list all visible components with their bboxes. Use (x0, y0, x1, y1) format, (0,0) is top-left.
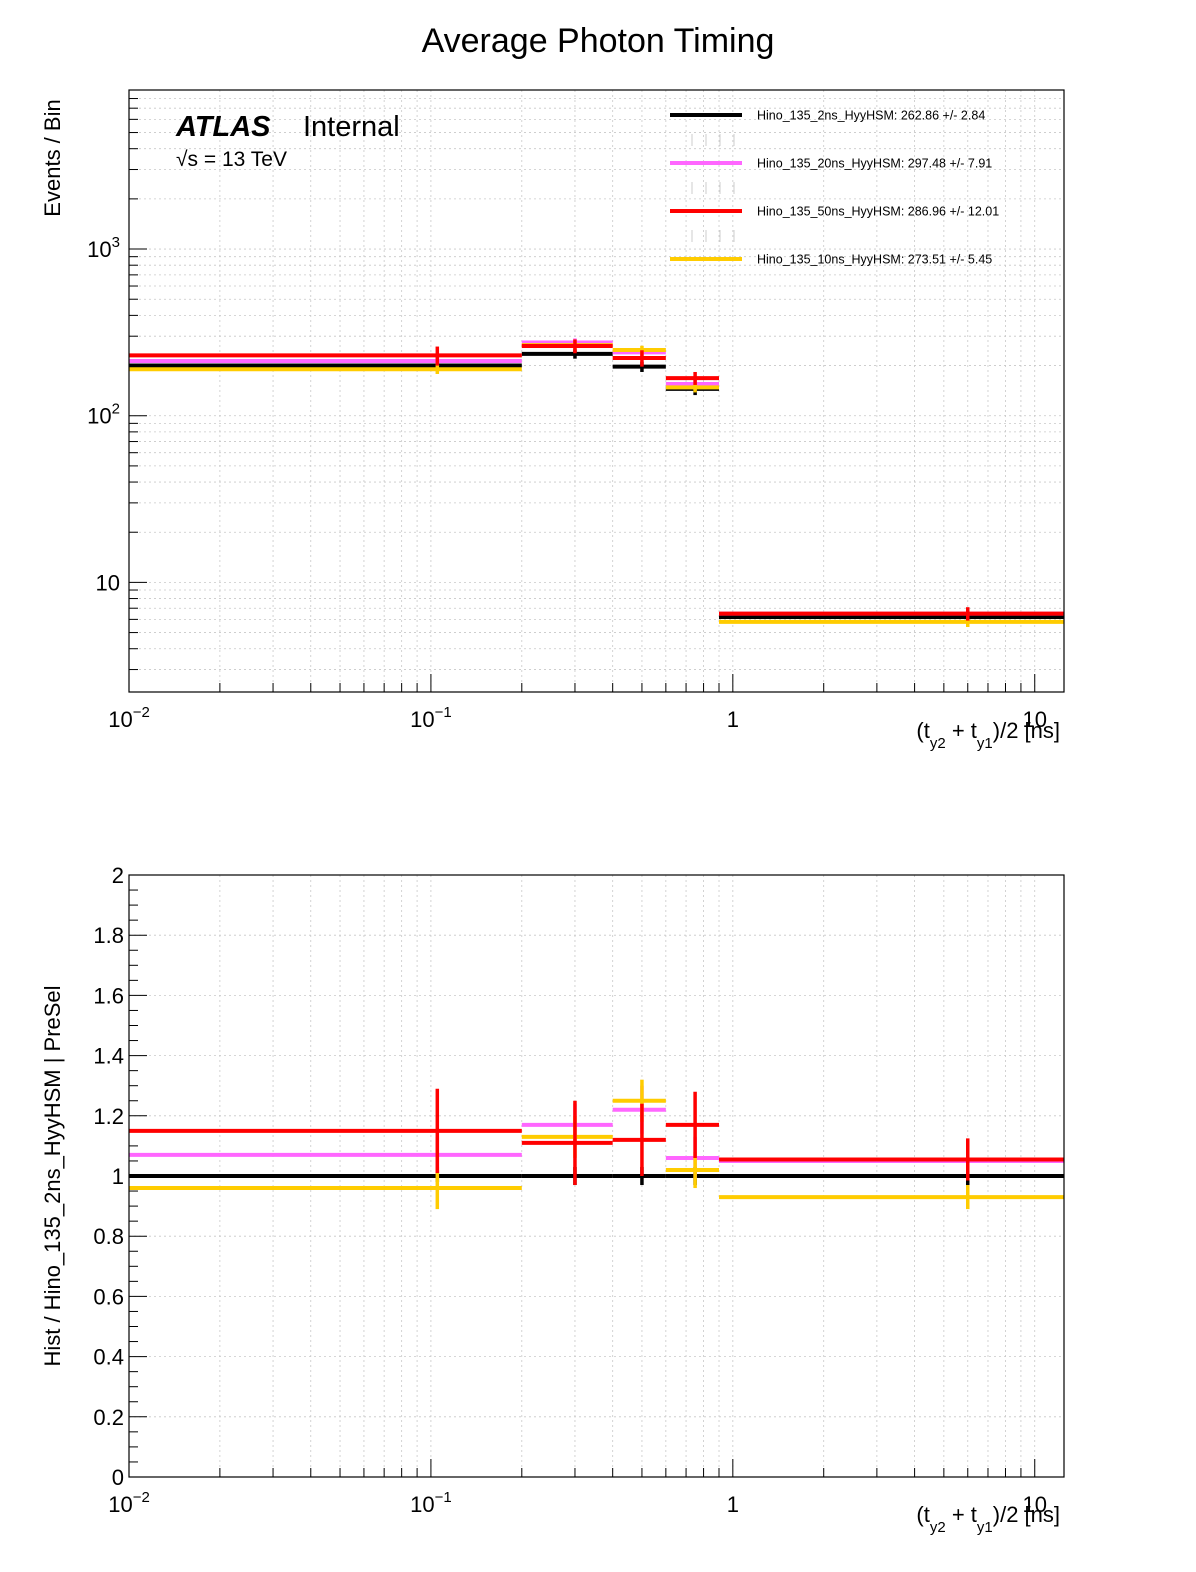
y-tick-label: 0.8 (93, 1224, 124, 1249)
y-tick-label: 1.4 (93, 1044, 124, 1069)
svg-text:(ty2 + ty1)/2 [ns]: (ty2 + ty1)/2 [ns] (916, 718, 1060, 752)
ratio-y-axis-label: Hist / Hino_135_2ns_HyyHSM | PreSel (40, 985, 65, 1366)
top-axis-ticks: 10−2 10−1 1 10 10 102 103 (87, 89, 1047, 732)
ratio-histogram-marks (129, 1079, 1064, 1210)
top-histogram-marks (129, 338, 1064, 628)
x-tick-label: 1 (727, 1492, 739, 1517)
top-panel: 10−2 10−1 1 10 10 102 103 Events / Bin (ty2 + … (40, 89, 1065, 752)
x-tick-label: 10 (1022, 1492, 1046, 1517)
series-Hino_135_10ns_HyyHSM (129, 341, 1064, 628)
atlas-status-text: Internal (303, 111, 400, 143)
ratio-axis-ticks: 10−2 10−1 1 10 0 0.2 0.4 0.6 0.8 1 1.2 1.4 1.6 1.8 2 (93, 863, 1047, 1517)
x-tick-label: 10−2 (108, 704, 150, 732)
y-tick-label: 0.4 (93, 1345, 124, 1370)
ratio-x-axis-label: (ty2 + ty1)/2 [ns] (916, 1502, 1060, 1536)
y-tick-label: 2 (112, 863, 124, 888)
top-plot-frame (128, 89, 1065, 693)
y-tick-label: 1.2 (93, 1104, 124, 1129)
ratio-panel: 10−2 10−1 1 10 0 0.2 0.4 0.6 0.8 1 1.2 1.4 1.6 1.8 2 H… (40, 863, 1065, 1536)
y-tick-label: 103 (87, 234, 120, 262)
y-tick-label: 1.6 (93, 983, 124, 1008)
y-tick-label: 1 (112, 1164, 124, 1189)
ratio-plot-frame (128, 874, 1065, 1478)
y-tick-label: 102 (87, 401, 120, 429)
top-gridlines (128, 89, 1064, 692)
y-tick-label: 0.2 (93, 1405, 124, 1430)
atlas-logo-text: ATLAS (175, 111, 271, 143)
x-tick-label: 10−1 (410, 1489, 452, 1517)
x-tick-label: 10−2 (108, 1489, 150, 1517)
legend-entry-label: Hino_135_20ns_HyyHSM: 297.48 +/- 7.91 (757, 157, 992, 171)
legend-entry-label: Hino_135_10ns_HyyHSM: 273.51 +/- 5.45 (757, 253, 992, 267)
series-Hino_135_50ns_HyyHSM (129, 1088, 1064, 1186)
top-y-axis-label: Events / Bin (40, 99, 65, 216)
svg-text:(ty2 + ty1)/2 [ns]: (ty2 + ty1)/2 [ns] (916, 1502, 1060, 1536)
y-tick-label: 10 (96, 570, 120, 595)
x-tick-label: 10−1 (410, 704, 452, 732)
series-Hino_135_10ns_HyyHSM (129, 1079, 1064, 1210)
x-tick-label: 10 (1022, 707, 1046, 732)
series-Hino_135_2ns_HyyHSM (129, 1166, 1064, 1186)
top-x-axis-label: (ty2 + ty1)/2 [ns] (916, 718, 1060, 752)
legend-entry-label: Hino_135_50ns_HyyHSM: 286.96 +/- 12.01 (757, 205, 999, 219)
y-tick-label: 0 (112, 1465, 124, 1490)
y-tick-label: 0.6 (93, 1284, 124, 1309)
series-Hino_135_50ns_HyyHSM (129, 339, 1064, 621)
energy-label: √s = 13 TeV (176, 148, 287, 171)
y-tick-label: 1.8 (93, 923, 124, 948)
legend: Hino_135_2ns_HyyHSM: 262.86 +/- 2.84 Hino… (670, 109, 999, 267)
chart-title: Average Photon Timing (422, 22, 775, 60)
legend-entry-label: Hino_135_2ns_HyyHSM: 262.86 +/- 2.84 (757, 109, 985, 123)
x-tick-label: 1 (727, 707, 739, 732)
series-Hino_135_20ns_HyyHSM (129, 338, 1064, 620)
atlas-label: ATLAS Internal √s = 13 TeV (175, 111, 400, 171)
